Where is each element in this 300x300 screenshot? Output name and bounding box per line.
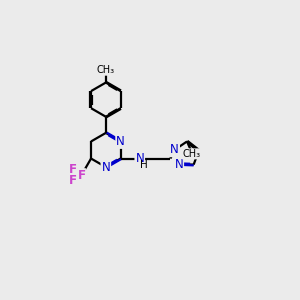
- Text: N: N: [174, 158, 183, 171]
- Text: H: H: [140, 160, 148, 170]
- Text: CH₃: CH₃: [97, 65, 115, 75]
- Text: N: N: [135, 152, 144, 165]
- Text: CH₃: CH₃: [182, 149, 200, 159]
- Text: F: F: [77, 169, 86, 182]
- Text: F: F: [69, 163, 76, 176]
- Text: N: N: [101, 160, 110, 174]
- Text: N: N: [116, 135, 125, 148]
- Text: N: N: [170, 143, 179, 156]
- Text: F: F: [69, 174, 76, 187]
